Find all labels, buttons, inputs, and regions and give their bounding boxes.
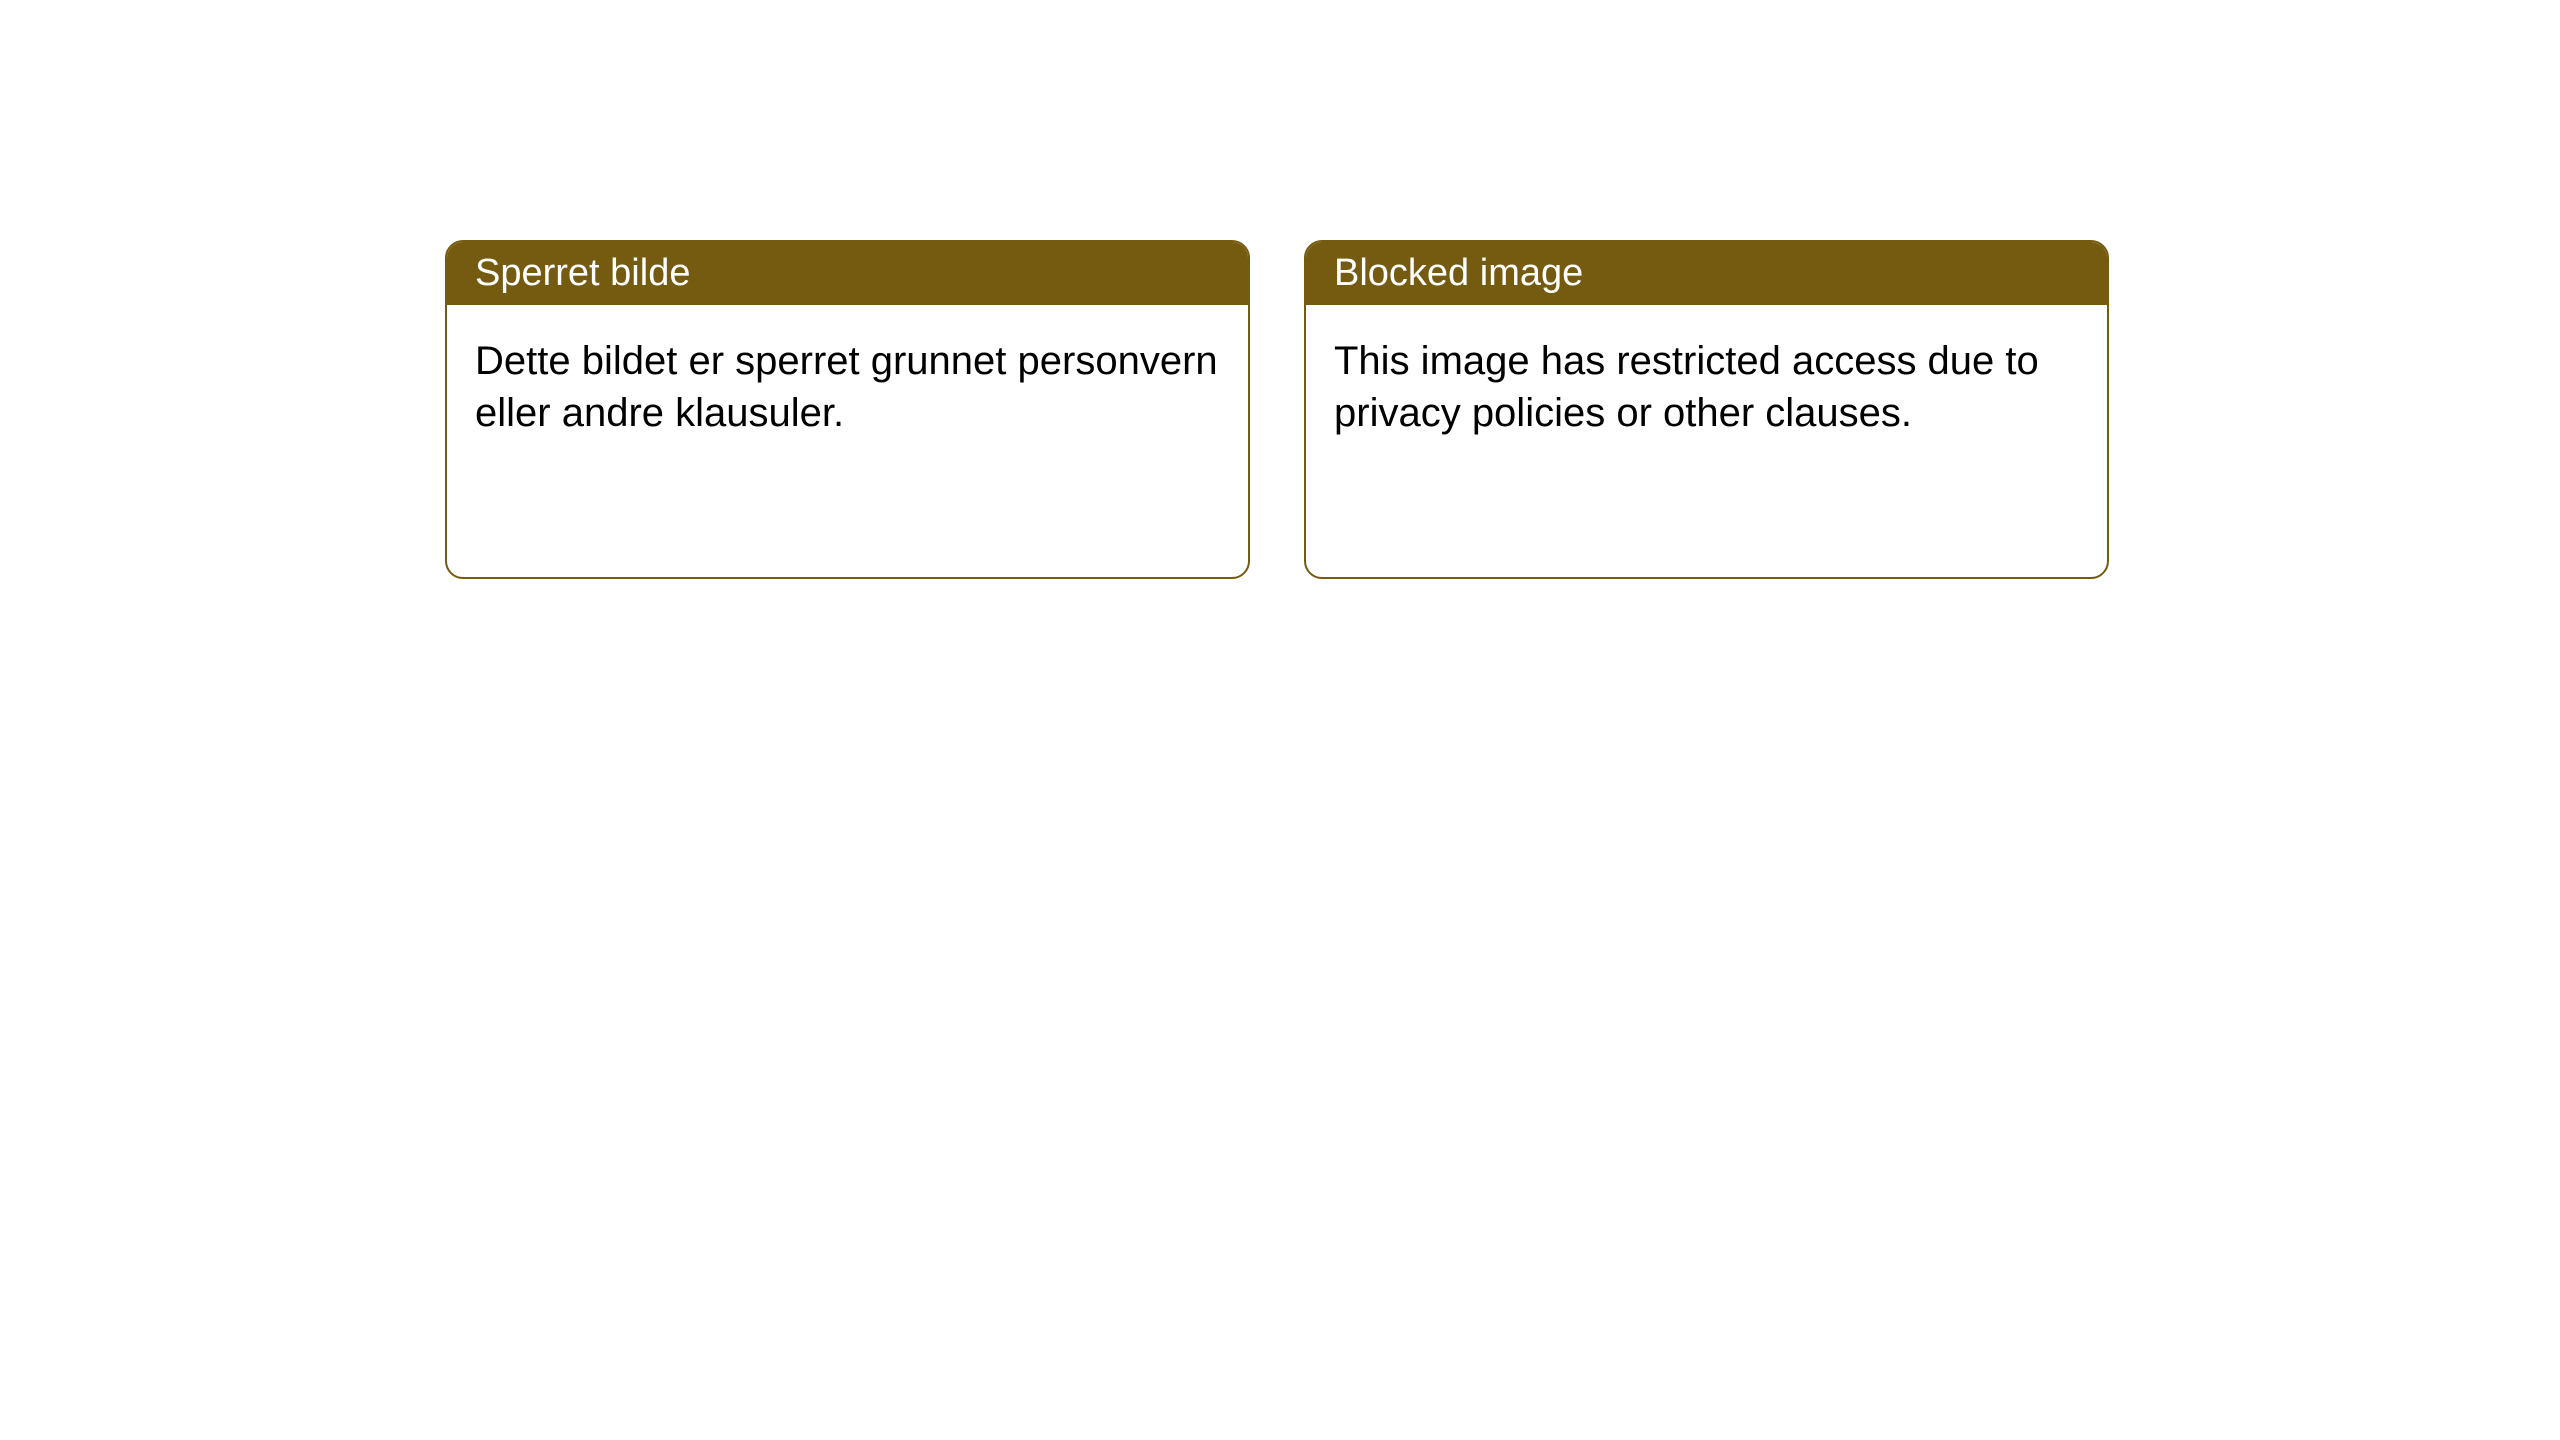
- notice-body: This image has restricted access due to …: [1306, 305, 2107, 469]
- notice-header: Blocked image: [1306, 242, 2107, 305]
- notice-body: Dette bildet er sperret grunnet personve…: [447, 305, 1248, 469]
- notice-card-english: Blocked image This image has restricted …: [1304, 240, 2109, 579]
- notice-header: Sperret bilde: [447, 242, 1248, 305]
- notice-container: Sperret bilde Dette bildet er sperret gr…: [0, 0, 2560, 579]
- notice-card-norwegian: Sperret bilde Dette bildet er sperret gr…: [445, 240, 1250, 579]
